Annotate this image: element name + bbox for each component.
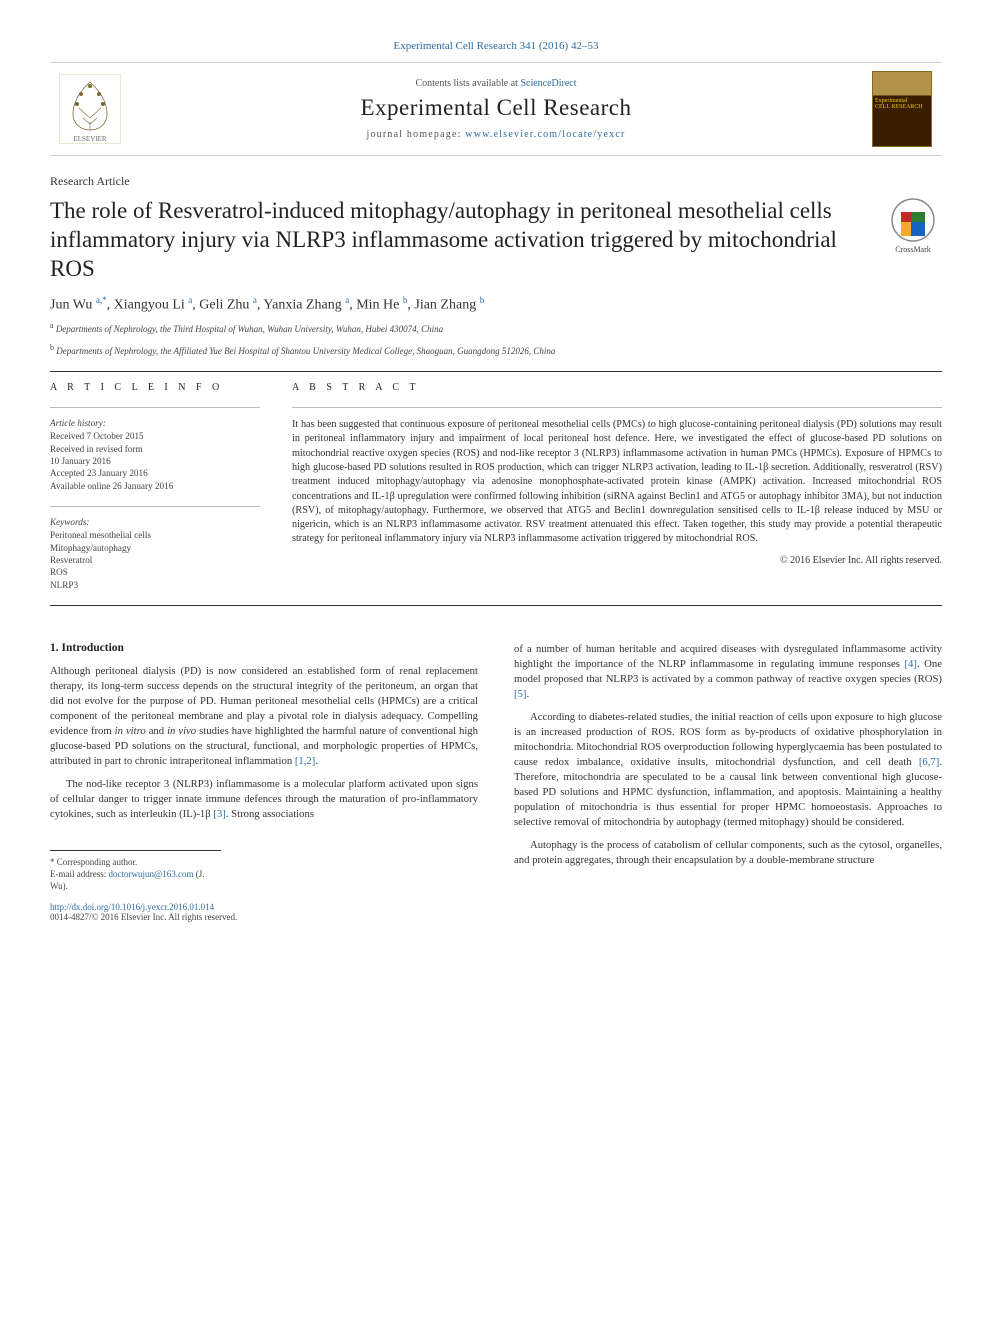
divider xyxy=(50,371,942,372)
divider-thin xyxy=(50,407,260,408)
history-label: Article history: xyxy=(50,418,260,428)
homepage-line: journal homepage: www.elsevier.com/locat… xyxy=(130,129,862,140)
section-heading: 1. Introduction xyxy=(50,642,478,654)
journal-title: Experimental Cell Research xyxy=(130,95,862,121)
issn-line: 0014-4827/© 2016 Elsevier Inc. All right… xyxy=(50,912,478,922)
copyright-line: © 2016 Elsevier Inc. All rights reserved… xyxy=(292,555,942,566)
sciencedirect-link[interactable]: ScienceDirect xyxy=(520,78,576,89)
citation[interactable]: [4] xyxy=(904,658,916,670)
publisher-logo-wrap: ELSEVIER xyxy=(50,74,130,144)
cover-text: ExperimentalCELL RESEARCH xyxy=(873,72,931,111)
homepage-url[interactable]: www.elsevier.com/locate/yexcr xyxy=(465,129,625,140)
citation[interactable]: [1,2] xyxy=(295,755,315,767)
crossmark-badge[interactable]: CrossMark xyxy=(884,197,942,254)
affiliation-b: b Departments of Nephrology, the Affilia… xyxy=(50,342,942,358)
affiliation-a: a Departments of Nephrology, the Third H… xyxy=(50,320,942,336)
left-column: 1. Introduction Although peritoneal dial… xyxy=(50,642,478,922)
right-column: of a number of human heritable and acqui… xyxy=(514,642,942,922)
article-title: The role of Resveratrol-induced mitophag… xyxy=(50,197,884,283)
keywords-label: Keywords: xyxy=(50,517,260,527)
paragraph: The nod-like receptor 3 (NLRP3) inflamma… xyxy=(50,777,478,822)
article-info-column: A R T I C L E I N F O Article history: R… xyxy=(50,382,260,591)
email-link[interactable]: doctorwujun@163.com xyxy=(108,869,193,879)
citation[interactable]: [3] xyxy=(213,808,225,820)
journal-banner: ELSEVIER Contents lists available at Sci… xyxy=(50,62,942,156)
citation[interactable]: [5] xyxy=(514,688,526,700)
elsevier-tree-icon: ELSEVIER xyxy=(59,74,121,144)
article-info-head: A R T I C L E I N F O xyxy=(50,382,260,393)
history-text: Received 7 October 2015Received in revis… xyxy=(50,430,260,492)
crossmark-icon xyxy=(890,197,936,243)
citation-header[interactable]: Experimental Cell Research 341 (2016) 42… xyxy=(50,40,942,52)
affiliations: a Departments of Nephrology, the Third H… xyxy=(50,320,942,357)
banner-center: Contents lists available at ScienceDirec… xyxy=(130,78,862,140)
divider-thin xyxy=(50,506,260,507)
keywords-list: Peritoneal mesothelial cellsMitophagy/au… xyxy=(50,529,260,591)
journal-cover-icon: ExperimentalCELL RESEARCH xyxy=(872,71,932,147)
body-two-column: 1. Introduction Although peritoneal dial… xyxy=(50,642,942,922)
corresponding-author: * Corresponding author. xyxy=(50,857,221,869)
homepage-prefix: journal homepage: xyxy=(366,129,465,140)
citation[interactable]: [6,7] xyxy=(919,756,939,768)
email-line: E-mail address: doctorwujun@163.com (J. … xyxy=(50,869,221,892)
article-type: Research Article xyxy=(50,174,942,189)
paragraph: Although peritoneal dialysis (PD) is now… xyxy=(50,664,478,769)
svg-text:ELSEVIER: ELSEVIER xyxy=(73,135,106,143)
contents-lists-line: Contents lists available at ScienceDirec… xyxy=(130,78,862,89)
footnotes: * Corresponding author. E-mail address: … xyxy=(50,850,221,892)
paragraph: Autophagy is the process of catabolism o… xyxy=(514,838,942,868)
abstract-head: A B S T R A C T xyxy=(292,382,942,393)
abstract-text: It has been suggested that continuous ex… xyxy=(292,418,942,547)
divider xyxy=(50,605,942,606)
doi-link[interactable]: http://dx.doi.org/10.1016/j.yexcr.2016.0… xyxy=(50,902,478,912)
paragraph: According to diabetes-related studies, t… xyxy=(514,710,942,830)
crossmark-label: CrossMark xyxy=(895,245,931,254)
divider-thin xyxy=(292,407,942,408)
paragraph: of a number of human heritable and acqui… xyxy=(514,642,942,702)
authors-line: Jun Wu a,*, Xiangyou Li a, Geli Zhu a, Y… xyxy=(50,295,942,314)
journal-cover-wrap: ExperimentalCELL RESEARCH xyxy=(862,71,942,147)
abstract-column: A B S T R A C T It has been suggested th… xyxy=(292,382,942,591)
contents-prefix: Contents lists available at xyxy=(415,78,520,89)
